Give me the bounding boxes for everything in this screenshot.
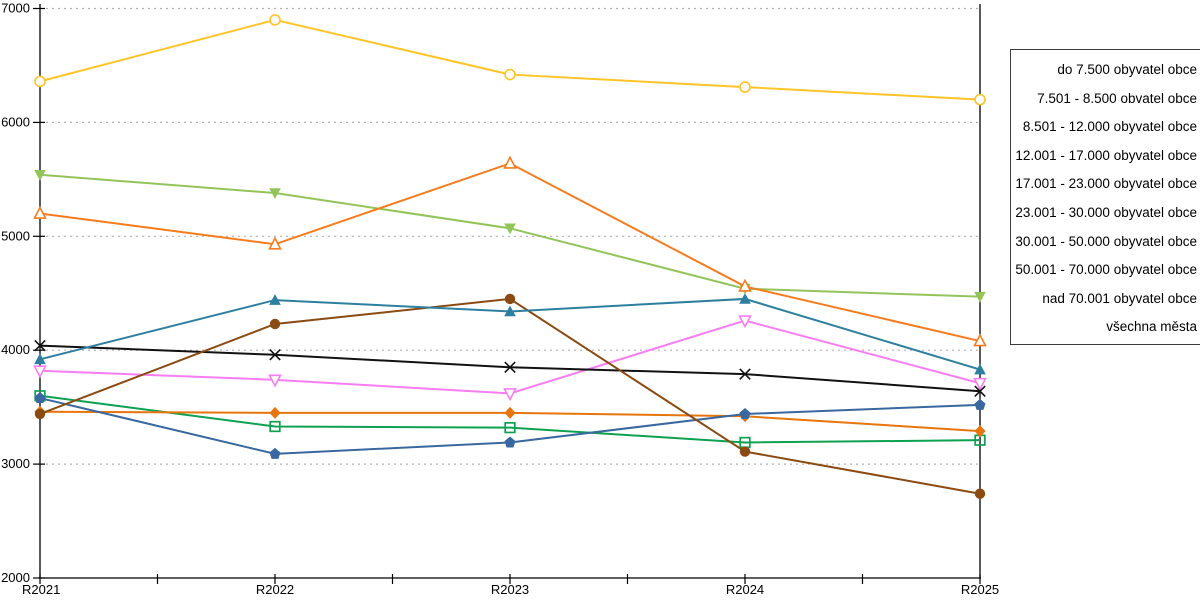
marker-triangle-down xyxy=(504,223,516,235)
marker-diamond xyxy=(974,425,986,438)
x-tick-label: R2022 xyxy=(256,582,294,597)
x-tick-label: R2021 xyxy=(22,582,60,597)
marker-triangle-up-open xyxy=(268,236,282,250)
marker-diamond xyxy=(504,406,516,419)
marker-x xyxy=(974,385,986,397)
legend-item: 30.001 - 50.000 obyvatel obce xyxy=(1015,233,1197,249)
marker-square-open xyxy=(504,422,516,434)
marker-circle xyxy=(504,293,516,305)
marker-triangle-up xyxy=(269,294,281,305)
marker-diamond xyxy=(269,406,281,419)
marker-circle-open xyxy=(34,75,46,88)
marker-triangle-up xyxy=(739,292,751,304)
marker-triangle-up-open xyxy=(33,205,47,219)
marker-triangle-up xyxy=(504,305,516,317)
legend-item: 12.001 - 17.000 obyvatel obce xyxy=(1015,147,1197,163)
marker-triangle-down xyxy=(269,188,281,200)
marker-triangle-up-open xyxy=(503,155,517,169)
marker-x xyxy=(504,361,516,374)
legend-item: 23.001 - 30.000 obyvatel obce xyxy=(1015,204,1197,220)
marker-triangle-down xyxy=(34,169,46,181)
y-tick-label: 4000 xyxy=(1,342,30,357)
y-tick-label: 3000 xyxy=(1,456,30,471)
chart-legend: do 7.500 obyvatel obce 7.501 - 8.500 obva… xyxy=(1010,49,1200,345)
marker-x xyxy=(739,368,751,380)
marker-pentagon xyxy=(34,392,46,404)
series-line xyxy=(39,18,981,101)
marker-pentagon xyxy=(504,436,516,448)
marker-triangle-down xyxy=(974,291,986,303)
legend-item: 7.501 - 8.500 obvatel obce xyxy=(1037,90,1197,106)
marker-circle xyxy=(269,318,281,330)
legend-item: nad 70.001 obyvatel obce xyxy=(1042,290,1197,306)
marker-triangle-up-open xyxy=(973,333,987,347)
legend-item: do 7.500 obyvatel obce xyxy=(1057,62,1197,77)
x-tick-label: R2025 xyxy=(961,582,999,597)
series-line xyxy=(39,394,981,444)
marker-triangle-down-open xyxy=(973,377,987,391)
legend-item: všechna města xyxy=(1106,319,1197,335)
marker-circle xyxy=(34,408,46,420)
y-tick-label: 7000 xyxy=(1,1,30,16)
marker-circle xyxy=(739,446,751,457)
y-tick-label: 2000 xyxy=(1,570,30,585)
marker-x xyxy=(269,348,281,361)
marker-triangle-up xyxy=(34,353,46,365)
marker-circle-open xyxy=(974,93,986,106)
marker-triangle-down-open xyxy=(268,374,282,388)
marker-triangle-down-open xyxy=(33,365,47,379)
legend-item: 50.001 - 70.000 obyvatel obce xyxy=(1015,262,1197,278)
y-tick-label: 5000 xyxy=(1,228,30,243)
marker-circle-open xyxy=(739,81,751,93)
legend-item: 8.501 - 12.000 obyvatel obce xyxy=(1022,119,1197,135)
marker-square-open xyxy=(269,420,281,433)
y-tick-label: 6000 xyxy=(1,114,30,129)
marker-pentagon xyxy=(739,407,751,419)
series-line xyxy=(39,344,981,393)
marker-triangle-down-open xyxy=(503,388,517,402)
x-tick-label: R2024 xyxy=(726,582,764,597)
marker-pentagon xyxy=(974,398,986,410)
marker-circle-open xyxy=(269,14,281,26)
marker-triangle-up-open xyxy=(738,278,752,292)
chart-legend-items: do 7.500 obyvatel obce 7.501 - 8.500 obva… xyxy=(1011,50,1197,342)
legend-item: 17.001 - 23.000 obyvatel obce xyxy=(1015,176,1197,192)
marker-x xyxy=(34,339,46,352)
marker-pentagon xyxy=(269,447,281,459)
x-tick-label: R2023 xyxy=(491,582,529,597)
marker-triangle-down-open xyxy=(738,315,752,329)
marker-circle xyxy=(974,488,986,499)
series-line xyxy=(39,319,981,395)
marker-circle-open xyxy=(504,68,516,81)
marker-triangle-up xyxy=(974,363,986,375)
